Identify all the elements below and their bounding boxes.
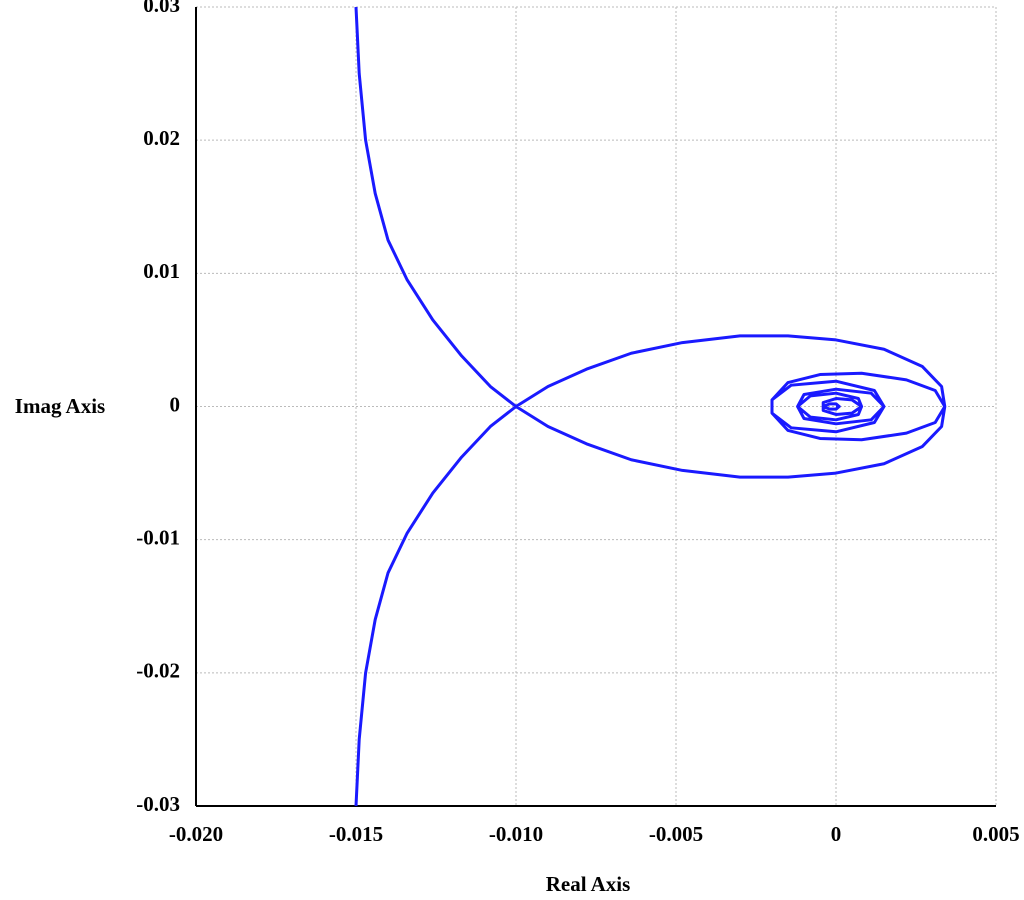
x-tick-label: 0.005 bbox=[972, 822, 1019, 846]
y-tick-label: -0.03 bbox=[136, 792, 180, 816]
y-tick-label: -0.01 bbox=[136, 525, 180, 549]
y-tick-label: 0.01 bbox=[143, 259, 180, 283]
x-tick-label: -0.005 bbox=[649, 822, 703, 846]
x-tick-label: -0.015 bbox=[329, 822, 383, 846]
y-tick-label: 0 bbox=[170, 392, 181, 416]
y-tick-label: 0.02 bbox=[143, 126, 180, 150]
x-tick-label: 0 bbox=[831, 822, 842, 846]
x-tick-label: -0.020 bbox=[169, 822, 223, 846]
y-tick-label: -0.02 bbox=[136, 659, 180, 683]
x-axis-label: Real Axis bbox=[546, 872, 631, 896]
y-tick-label: 0.03 bbox=[143, 0, 180, 17]
y-axis-label: Imag Axis bbox=[15, 394, 105, 418]
curve bbox=[354, 6, 947, 807]
x-tick-label: -0.010 bbox=[489, 822, 543, 846]
